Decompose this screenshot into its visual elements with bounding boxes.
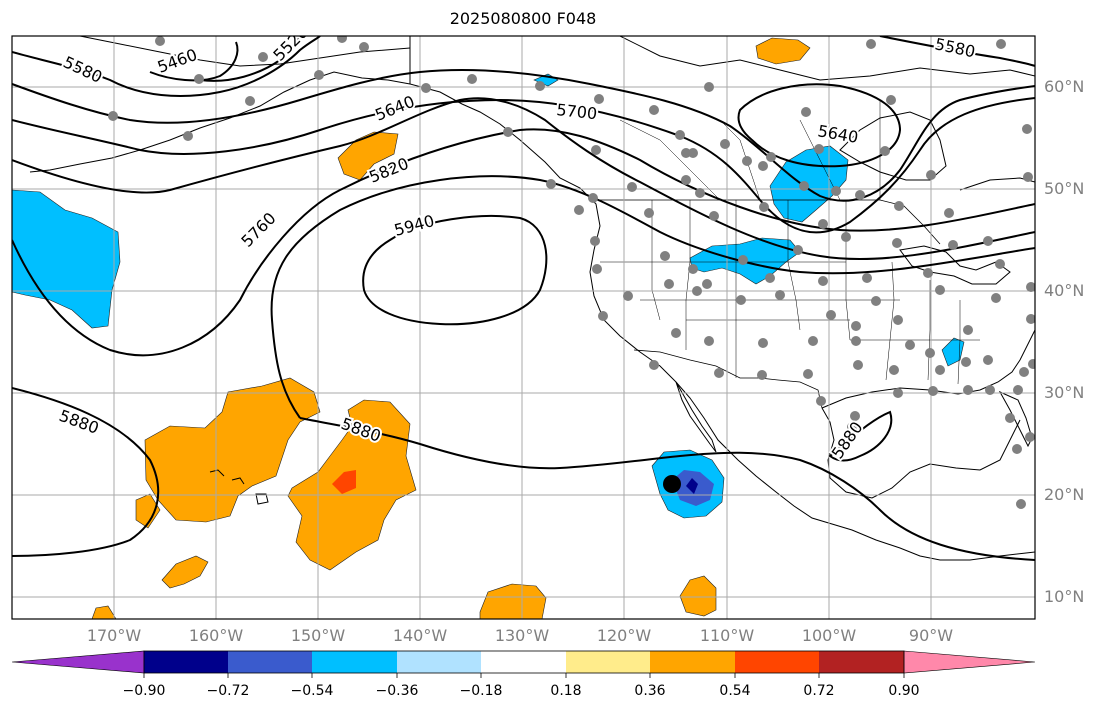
contour-label: 5700 xyxy=(556,100,598,123)
us-mexico-border xyxy=(633,349,823,409)
political-borders xyxy=(409,36,980,409)
contour-5460 xyxy=(149,41,239,82)
colorbar-tick-label: 0.54 xyxy=(719,683,751,699)
anomaly-shading xyxy=(12,37,965,619)
lat-label-40n: 40°N xyxy=(1044,281,1085,300)
map-title: 2025080800 F048 xyxy=(449,9,597,28)
canada-arctic xyxy=(619,36,1035,81)
contour-5760 xyxy=(12,128,1035,357)
orange-region-small-4 xyxy=(91,605,117,619)
lat-label-50n: 50°N xyxy=(1044,179,1085,198)
contour-5580 xyxy=(12,36,321,97)
lon-label-120w: 120°W xyxy=(596,626,652,645)
orange-region-gulf-alaska xyxy=(337,131,399,181)
orange-region-hawaii xyxy=(144,377,321,523)
contour-5940 xyxy=(362,215,548,326)
contour-5880-south-branch xyxy=(299,417,1035,561)
orange-region-small-1 xyxy=(161,555,209,589)
colorbar-tick-label: −0.54 xyxy=(290,683,334,699)
colorbar-min-extension xyxy=(11,650,145,674)
lat-label-60n: 60°N xyxy=(1044,77,1085,96)
colorbar-tick-label: 0.36 xyxy=(634,683,666,699)
colorbar xyxy=(11,650,1036,678)
colorbar-tick-label: −0.36 xyxy=(375,683,419,699)
canada-provinces xyxy=(619,100,881,201)
contour-label: 5880 xyxy=(57,406,102,438)
navy-region-tropical xyxy=(686,478,698,494)
contour-label: 5760 xyxy=(237,209,279,251)
contour-5580-ne xyxy=(879,36,1035,67)
cyan-region-west xyxy=(12,189,121,329)
map-frame xyxy=(11,35,1036,620)
lon-label-170w: 170°W xyxy=(86,626,142,645)
lon-label-150w: 150°W xyxy=(290,626,346,645)
colorbar-bin xyxy=(566,651,650,673)
orange-region-small-3 xyxy=(679,575,717,617)
contour-5880-loop xyxy=(828,410,893,462)
colorbar-tick-label: −0.18 xyxy=(459,683,503,699)
graticule xyxy=(12,36,1035,619)
alaska-north xyxy=(79,36,411,67)
lon-label-90w: 90°W xyxy=(908,626,954,645)
contour-label: 5640 xyxy=(816,121,859,147)
orange-region-canada-north xyxy=(755,37,811,65)
lat-label-10n: 10°N xyxy=(1044,587,1085,606)
baja-california xyxy=(675,381,717,453)
colorbar-tick-label: 0.72 xyxy=(803,683,835,699)
cyclone-center-marker xyxy=(663,475,681,493)
contour-label: 5460 xyxy=(155,45,200,77)
colorbar-max-extension xyxy=(903,650,1036,674)
contour-label: 5640 xyxy=(372,92,417,125)
red-region-south-central xyxy=(332,470,356,494)
lat-label-20n: 20°N xyxy=(1044,485,1085,504)
north-america-west-coast xyxy=(409,36,1035,561)
contour-5700 xyxy=(12,97,1035,234)
colorbar-bin xyxy=(735,651,819,673)
colorbar-bin xyxy=(144,651,228,673)
lon-label-160w: 160°W xyxy=(188,626,244,645)
contour-5520 xyxy=(199,36,301,82)
orange-region-small-2 xyxy=(479,583,547,619)
contour-5820 xyxy=(12,97,1035,261)
colorbar-bin xyxy=(312,651,397,673)
contour-label: 5580 xyxy=(60,52,105,86)
contour-5640 xyxy=(12,68,1035,202)
contour-5880-main xyxy=(270,175,1035,419)
height-contours xyxy=(12,36,1035,561)
colorbar-bin xyxy=(228,651,312,673)
hudson-bay xyxy=(839,111,947,181)
contour-labels: 5460 5520 5580 5580 5640 5640 5700 5760 … xyxy=(55,34,979,464)
hawaii-islands xyxy=(209,469,269,505)
lon-label-130w: 130°W xyxy=(494,626,550,645)
colorbar-tick-label: −0.72 xyxy=(206,683,250,699)
contour-5880-south xyxy=(12,387,160,557)
canada-east xyxy=(959,177,1035,191)
contour-label: 5580 xyxy=(933,34,977,61)
lon-label-140w: 140°W xyxy=(392,626,448,645)
colorbar-bin xyxy=(481,651,566,673)
state-borders xyxy=(600,200,980,385)
mexico-gulf-coast xyxy=(821,407,1021,499)
colorbar-bin xyxy=(650,651,735,673)
contour-label: 5940 xyxy=(392,211,436,240)
great-lakes xyxy=(899,245,1011,285)
us-canada-border xyxy=(598,199,941,245)
station-markers xyxy=(108,36,1035,509)
colorbar-tick-label: −0.90 xyxy=(122,683,166,699)
lon-label-100w: 100°W xyxy=(801,626,857,645)
colorbar-tick-label: 0.18 xyxy=(550,683,582,699)
alaska-coast xyxy=(29,71,411,173)
colorbar-bin xyxy=(397,651,481,673)
lat-label-30n: 30°N xyxy=(1044,383,1085,402)
colorbar-tick-label: 0.90 xyxy=(888,683,920,699)
colorbar-bin xyxy=(819,651,904,673)
cyan-region-southeast xyxy=(941,337,965,367)
colorbar-frame xyxy=(143,650,905,674)
lon-label-110w: 110°W xyxy=(699,626,755,645)
